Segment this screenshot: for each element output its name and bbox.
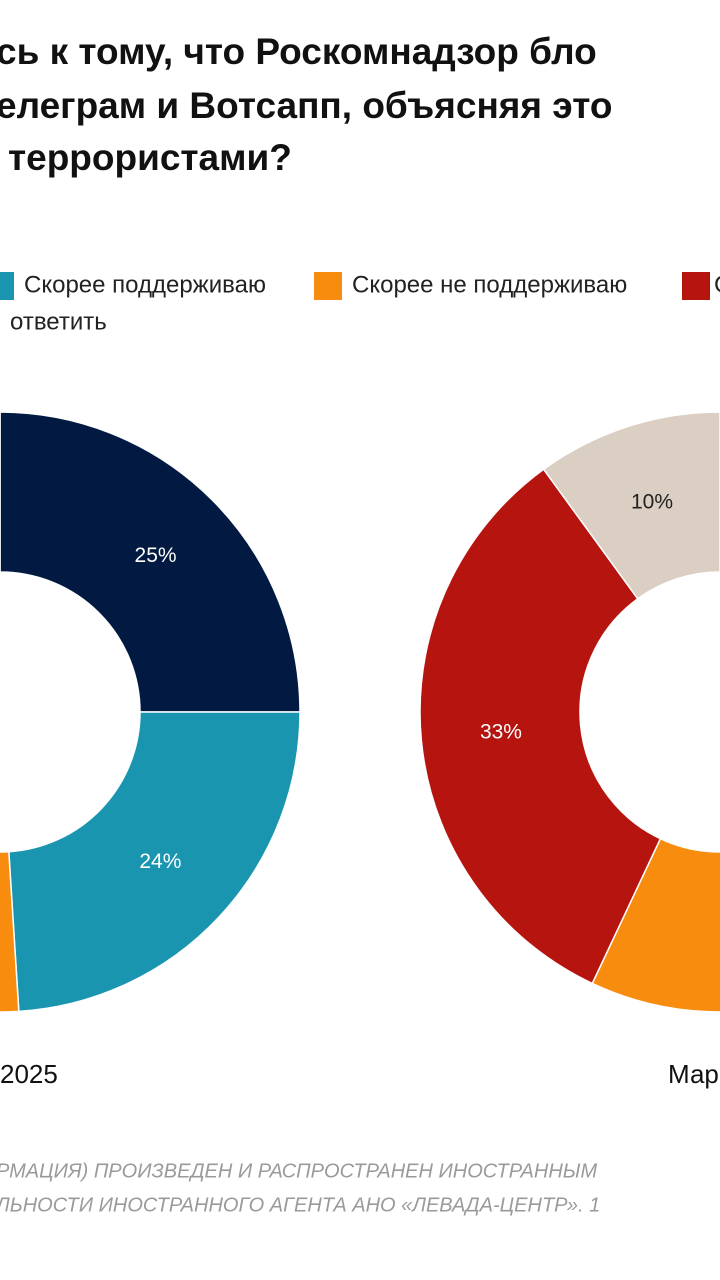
legend-swatch [0, 272, 14, 300]
donut-label: 2025 [0, 1059, 58, 1089]
value-label: 24% [139, 850, 181, 873]
donut-label: Мар [668, 1059, 719, 1089]
legend-label: С [714, 271, 720, 298]
value-label: 10% [631, 490, 673, 513]
donut-slice [419, 468, 662, 985]
legend-swatch [314, 272, 342, 300]
donut-slice [0, 850, 20, 1013]
donut-slice [0, 411, 301, 713]
title-line: елеграм и Вотсапп, объясняя это [0, 85, 612, 126]
legend-swatch [682, 272, 710, 300]
donut-slice [542, 411, 720, 600]
footer-line: РМАЦИЯ) ПРОИЗВЕДЕН И РАСПРОСТРАНЕН ИНОСТ… [0, 1160, 598, 1182]
footer-line: ЛЬНОСТИ ИНОСТРАННОГО АГЕНТА АНО «ЛЕВАДА-… [0, 1194, 600, 1216]
title-line: террористами? [8, 137, 292, 178]
donut-slice [7, 711, 301, 1013]
legend-label: ответить [10, 308, 107, 335]
value-label: 33% [480, 720, 522, 743]
legend-label: Скорее поддерживаю [24, 271, 266, 298]
title-line: сь к тому, что Роскомнадзор бло [0, 31, 597, 72]
legend-label: Скорее не поддерживаю [352, 271, 627, 298]
donut-slice [591, 837, 720, 1013]
value-label: 25% [135, 544, 177, 567]
